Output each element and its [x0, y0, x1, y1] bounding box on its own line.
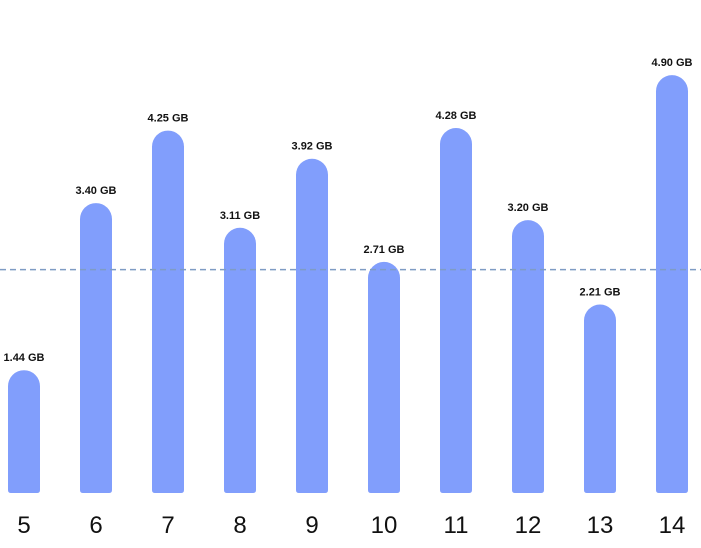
value-label: 2.21 GB: [580, 287, 621, 299]
bar: [152, 130, 184, 493]
bar: [296, 158, 328, 494]
bar: [584, 304, 616, 493]
x-tick-label: 11: [444, 512, 469, 539]
x-tick-label: 9: [305, 512, 318, 539]
value-label: 1.44 GB: [4, 352, 45, 364]
x-tick-label: 8: [233, 512, 246, 539]
bar: [8, 370, 40, 493]
x-tick-label: 14: [659, 512, 686, 539]
value-label: 3.40 GB: [76, 185, 117, 197]
bar: [80, 203, 112, 493]
x-tick-label: 13: [587, 512, 614, 539]
value-label: 3.92 GB: [292, 141, 333, 153]
x-tick-label: 5: [17, 512, 30, 539]
value-label: 4.25 GB: [148, 113, 189, 125]
bar: [368, 261, 400, 493]
value-label: 4.90 GB: [652, 57, 693, 69]
x-tick-label: 6: [89, 512, 102, 539]
x-tick-label: 7: [161, 512, 174, 539]
x-tick-label: 10: [371, 512, 398, 539]
bar: [440, 128, 472, 494]
value-label: 2.71 GB: [364, 244, 405, 256]
value-label: 4.28 GB: [436, 110, 477, 122]
value-label: 3.11 GB: [220, 210, 260, 222]
bar: [656, 75, 688, 493]
x-tick-label: 12: [515, 512, 542, 539]
bar: [512, 220, 544, 494]
value-label: 3.20 GB: [508, 202, 549, 214]
bar: [224, 227, 256, 493]
